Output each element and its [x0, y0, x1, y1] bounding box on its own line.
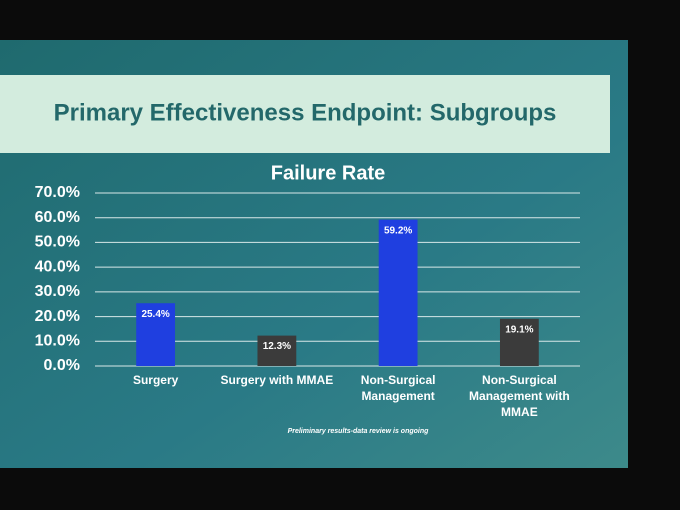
x-tick-label-box: Non-Surgical Management with MMAE [469, 373, 570, 419]
y-tick-label: 40.0% [35, 258, 80, 275]
y-tick-label: 60.0% [35, 209, 80, 226]
x-tick-label: Non-Surgical Management [360, 373, 436, 403]
x-tick-label-box: Surgery [132, 373, 179, 387]
y-tick-label: 50.0% [35, 234, 80, 251]
value-label: 59.2% [384, 225, 412, 236]
y-tick-label: 20.0% [35, 308, 80, 325]
y-tick-label: 10.0% [35, 333, 80, 350]
x-tick-label-box: Non-Surgical Management [360, 373, 436, 403]
x-tick-label: Surgery [132, 373, 179, 387]
footnote: Preliminary results-data review is ongoi… [288, 428, 430, 435]
x-tick-label-box: Surgery with MMAE [220, 373, 334, 387]
x-tick-label: Non-Surgical Management with MMAE [469, 373, 570, 419]
y-tick-label: 30.0% [35, 283, 80, 300]
chart-title: Failure Rate [271, 162, 385, 184]
y-tick-label: 0.0% [44, 357, 80, 374]
value-label: 12.3% [263, 341, 291, 352]
value-label: 19.1% [505, 324, 533, 335]
bar [136, 303, 176, 366]
slide-title: Primary Effectiveness Endpoint: Subgroup… [54, 99, 557, 126]
bar [499, 318, 539, 366]
x-tick-label: Surgery with MMAE [220, 373, 334, 387]
bar [257, 335, 297, 366]
bar [378, 219, 418, 366]
y-tick-label: 70.0% [35, 184, 80, 201]
header-band [0, 75, 610, 153]
value-label: 25.4% [141, 309, 169, 320]
